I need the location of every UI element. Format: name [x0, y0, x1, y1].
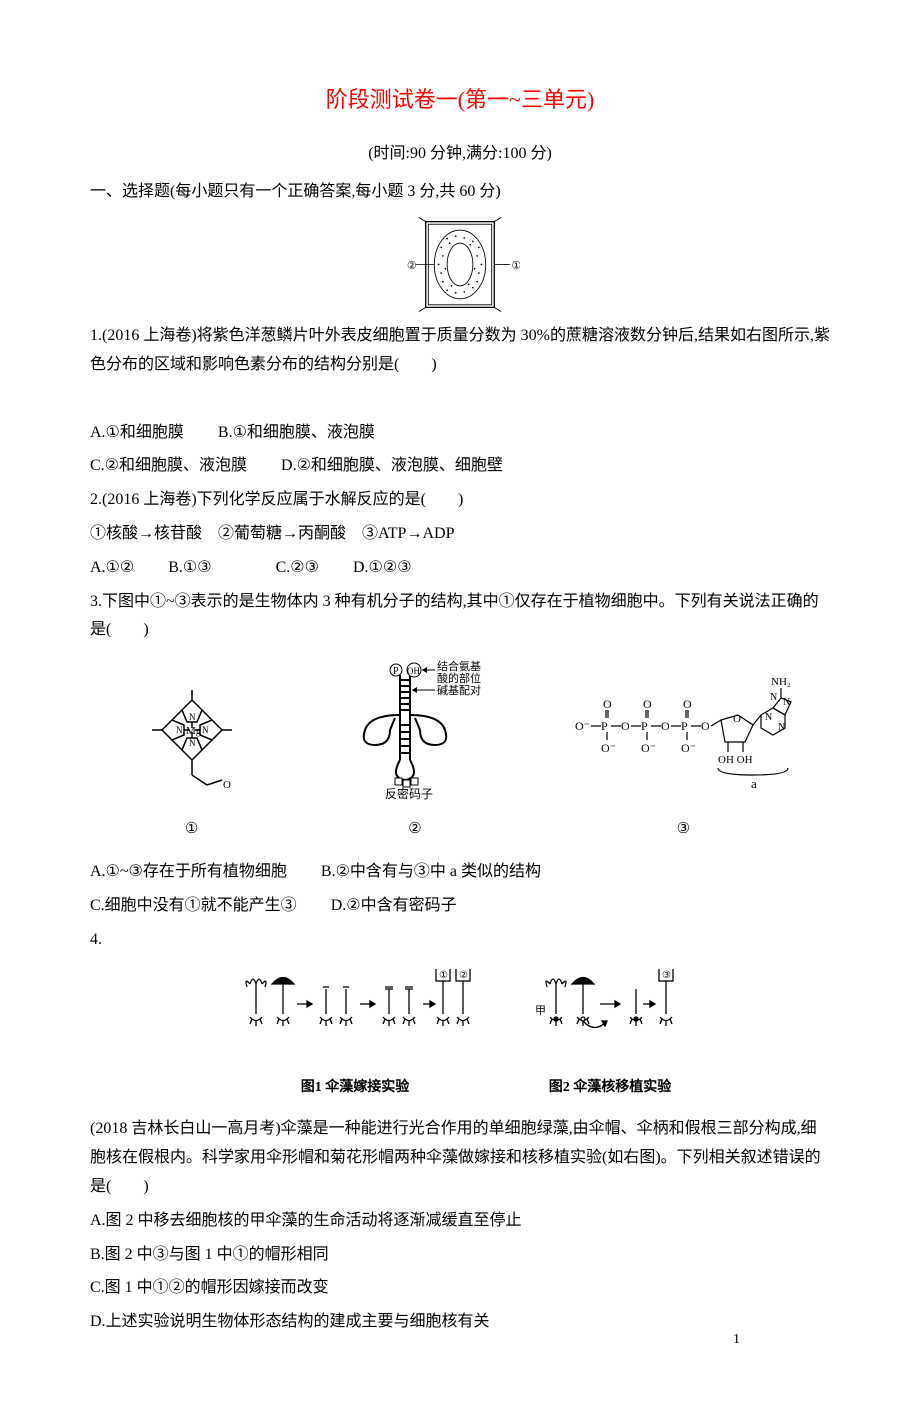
q1-optB: B.①和细胞膜、液泡膜: [218, 424, 375, 441]
svg-text:N: N: [770, 692, 777, 703]
q3-optB: B.②中含有与③中 a 类似的结构: [321, 863, 541, 880]
fig2-caption: 图2 伞藻核移植实验: [535, 1075, 685, 1100]
svg-text:碱基配对: 碱基配对: [437, 683, 481, 697]
svg-text:O: O: [661, 719, 670, 733]
q3-optD: D.②中含有密码子: [331, 897, 457, 914]
q2-optA: A.①②: [90, 559, 134, 576]
page-number: 1: [733, 1327, 740, 1352]
cell-label-2: ②: [407, 260, 417, 272]
umbrella-fig1: ① ② 图1 伞藻嫁接实验: [235, 969, 475, 1100]
umbrella-fig2: 甲 ③: [535, 969, 685, 1100]
svg-text:O: O: [733, 713, 741, 725]
q1-text: 1.(2016 上海卷)将紫色洋葱鳞片叶外表皮细胞置于质量分数为 30%的蔗糖溶…: [90, 322, 830, 380]
svg-text:Mg: Mg: [186, 725, 202, 737]
svg-text:N: N: [202, 725, 209, 735]
svg-text:a: a: [751, 776, 757, 791]
svg-text:①: ①: [439, 970, 448, 981]
q3-optA: A.①~③存在于所有植物细胞: [90, 863, 287, 880]
svg-text:O⁻: O⁻: [641, 741, 656, 755]
svg-text:P: P: [601, 719, 608, 733]
molecule-row: Mg N N N N O ①: [90, 660, 830, 843]
q2-options: A.①② B.①③ C.②③ D.①②③: [90, 554, 830, 583]
svg-text:NH₂: NH₂: [771, 676, 791, 688]
svg-text:反密码子: 反密码子: [385, 786, 433, 800]
svg-text:结合氨基: 结合氨基: [437, 660, 481, 673]
svg-text:N: N: [176, 725, 183, 735]
svg-text:O: O: [223, 779, 231, 791]
mol2-label: ②: [330, 816, 500, 843]
q1-optD: D.②和细胞膜、液泡膜、细胞壁: [281, 457, 503, 474]
svg-text:O⁻: O⁻: [575, 719, 590, 733]
svg-text:P: P: [393, 666, 399, 677]
q4-num: 4.: [90, 926, 830, 955]
q1-options-row2: C.②和细胞膜、液泡膜 D.②和细胞膜、液泡膜、细胞壁: [90, 452, 830, 481]
molecule-2: P OH 结合氨基 酸的部位 碱基配对 反密码子 ②: [330, 660, 500, 843]
svg-text:②: ②: [459, 970, 468, 981]
svg-text:N: N: [189, 712, 196, 722]
svg-text:O: O: [603, 697, 612, 711]
q2-text: 2.(2016 上海卷)下列化学反应属于水解反应的是( ): [90, 486, 830, 515]
svg-text:酸的部位: 酸的部位: [437, 671, 481, 685]
q1-optC: C.②和细胞膜、液泡膜: [90, 457, 247, 474]
q2-items: ①核酸→核苷酸 ②葡萄糖→丙酮酸 ③ATP→ADP: [90, 520, 830, 549]
umbrella-row: ① ② 图1 伞藻嫁接实验: [90, 969, 830, 1100]
q3-options-row1: A.①~③存在于所有植物细胞 B.②中含有与③中 a 类似的结构: [90, 858, 830, 887]
q2-optD: D.①②③: [353, 559, 412, 576]
svg-text:N: N: [778, 722, 785, 733]
q1-optA: A.①和细胞膜: [90, 424, 184, 441]
svg-text:OH OH: OH OH: [718, 754, 753, 766]
svg-text:O: O: [643, 697, 652, 711]
q4-text: (2018 吉林长白山一高月考)伞藻是一种能进行光合作用的单细胞绿藻,由伞帽、伞…: [90, 1115, 830, 1201]
q3-text: 3.下图中①~③表示的是生物体内 3 种有机分子的结构,其中①仅存在于植物细胞中…: [90, 588, 830, 646]
cell-label-1: ①: [511, 260, 520, 272]
mol3-label: ③: [573, 816, 793, 843]
molecule-3: O⁻ P O O⁻ O P O O⁻ O P O: [573, 670, 793, 843]
svg-text:O: O: [683, 697, 692, 711]
svg-text:O: O: [621, 719, 630, 733]
q4-optB: B.图 2 中③与图 1 中①的帽形相同: [90, 1241, 830, 1270]
q1-options-row1: A.①和细胞膜 B.①和细胞膜、液泡膜: [90, 419, 830, 448]
exam-subtitle: (时间:90 分钟,满分:100 分): [90, 140, 830, 169]
cell-diagram: ② ①: [400, 217, 520, 312]
svg-text:甲: 甲: [535, 1005, 546, 1017]
svg-text:P: P: [641, 719, 648, 733]
q3-options-row2: C.细胞中没有①就不能产生③ D.②中含有密码子: [90, 892, 830, 921]
q4-optD: D.上述实验说明生物体形态结构的建成主要与细胞核有关: [90, 1308, 830, 1337]
svg-text:N: N: [765, 712, 772, 723]
q2-optC: C.②③: [276, 559, 319, 576]
svg-text:P: P: [681, 719, 688, 733]
q3-optC: C.细胞中没有①就不能产生③: [90, 897, 297, 914]
exam-title: 阶段测试卷一(第一~三单元): [90, 80, 830, 120]
svg-text:O⁻: O⁻: [681, 741, 696, 755]
svg-text:③: ③: [662, 970, 671, 981]
q2-optB: B.①③: [168, 559, 211, 576]
svg-text:O⁻: O⁻: [601, 741, 616, 755]
svg-text:O: O: [701, 719, 710, 733]
svg-text:OH: OH: [407, 666, 420, 676]
q4-optA: A.图 2 中移去细胞核的甲伞藻的生命活动将逐渐减缓直至停止: [90, 1207, 830, 1236]
q4-optC: C.图 1 中①②的帽形因嫁接而改变: [90, 1274, 830, 1303]
section1-heading: 一、选择题(每小题只有一个正确答案,每小题 3 分,共 60 分): [90, 178, 830, 207]
fig1-caption: 图1 伞藻嫁接实验: [235, 1075, 475, 1100]
svg-text:N: N: [189, 738, 196, 748]
svg-text:N: N: [783, 697, 790, 708]
mol1-label: ①: [127, 816, 257, 843]
molecule-1: Mg N N N N O ①: [127, 670, 257, 843]
